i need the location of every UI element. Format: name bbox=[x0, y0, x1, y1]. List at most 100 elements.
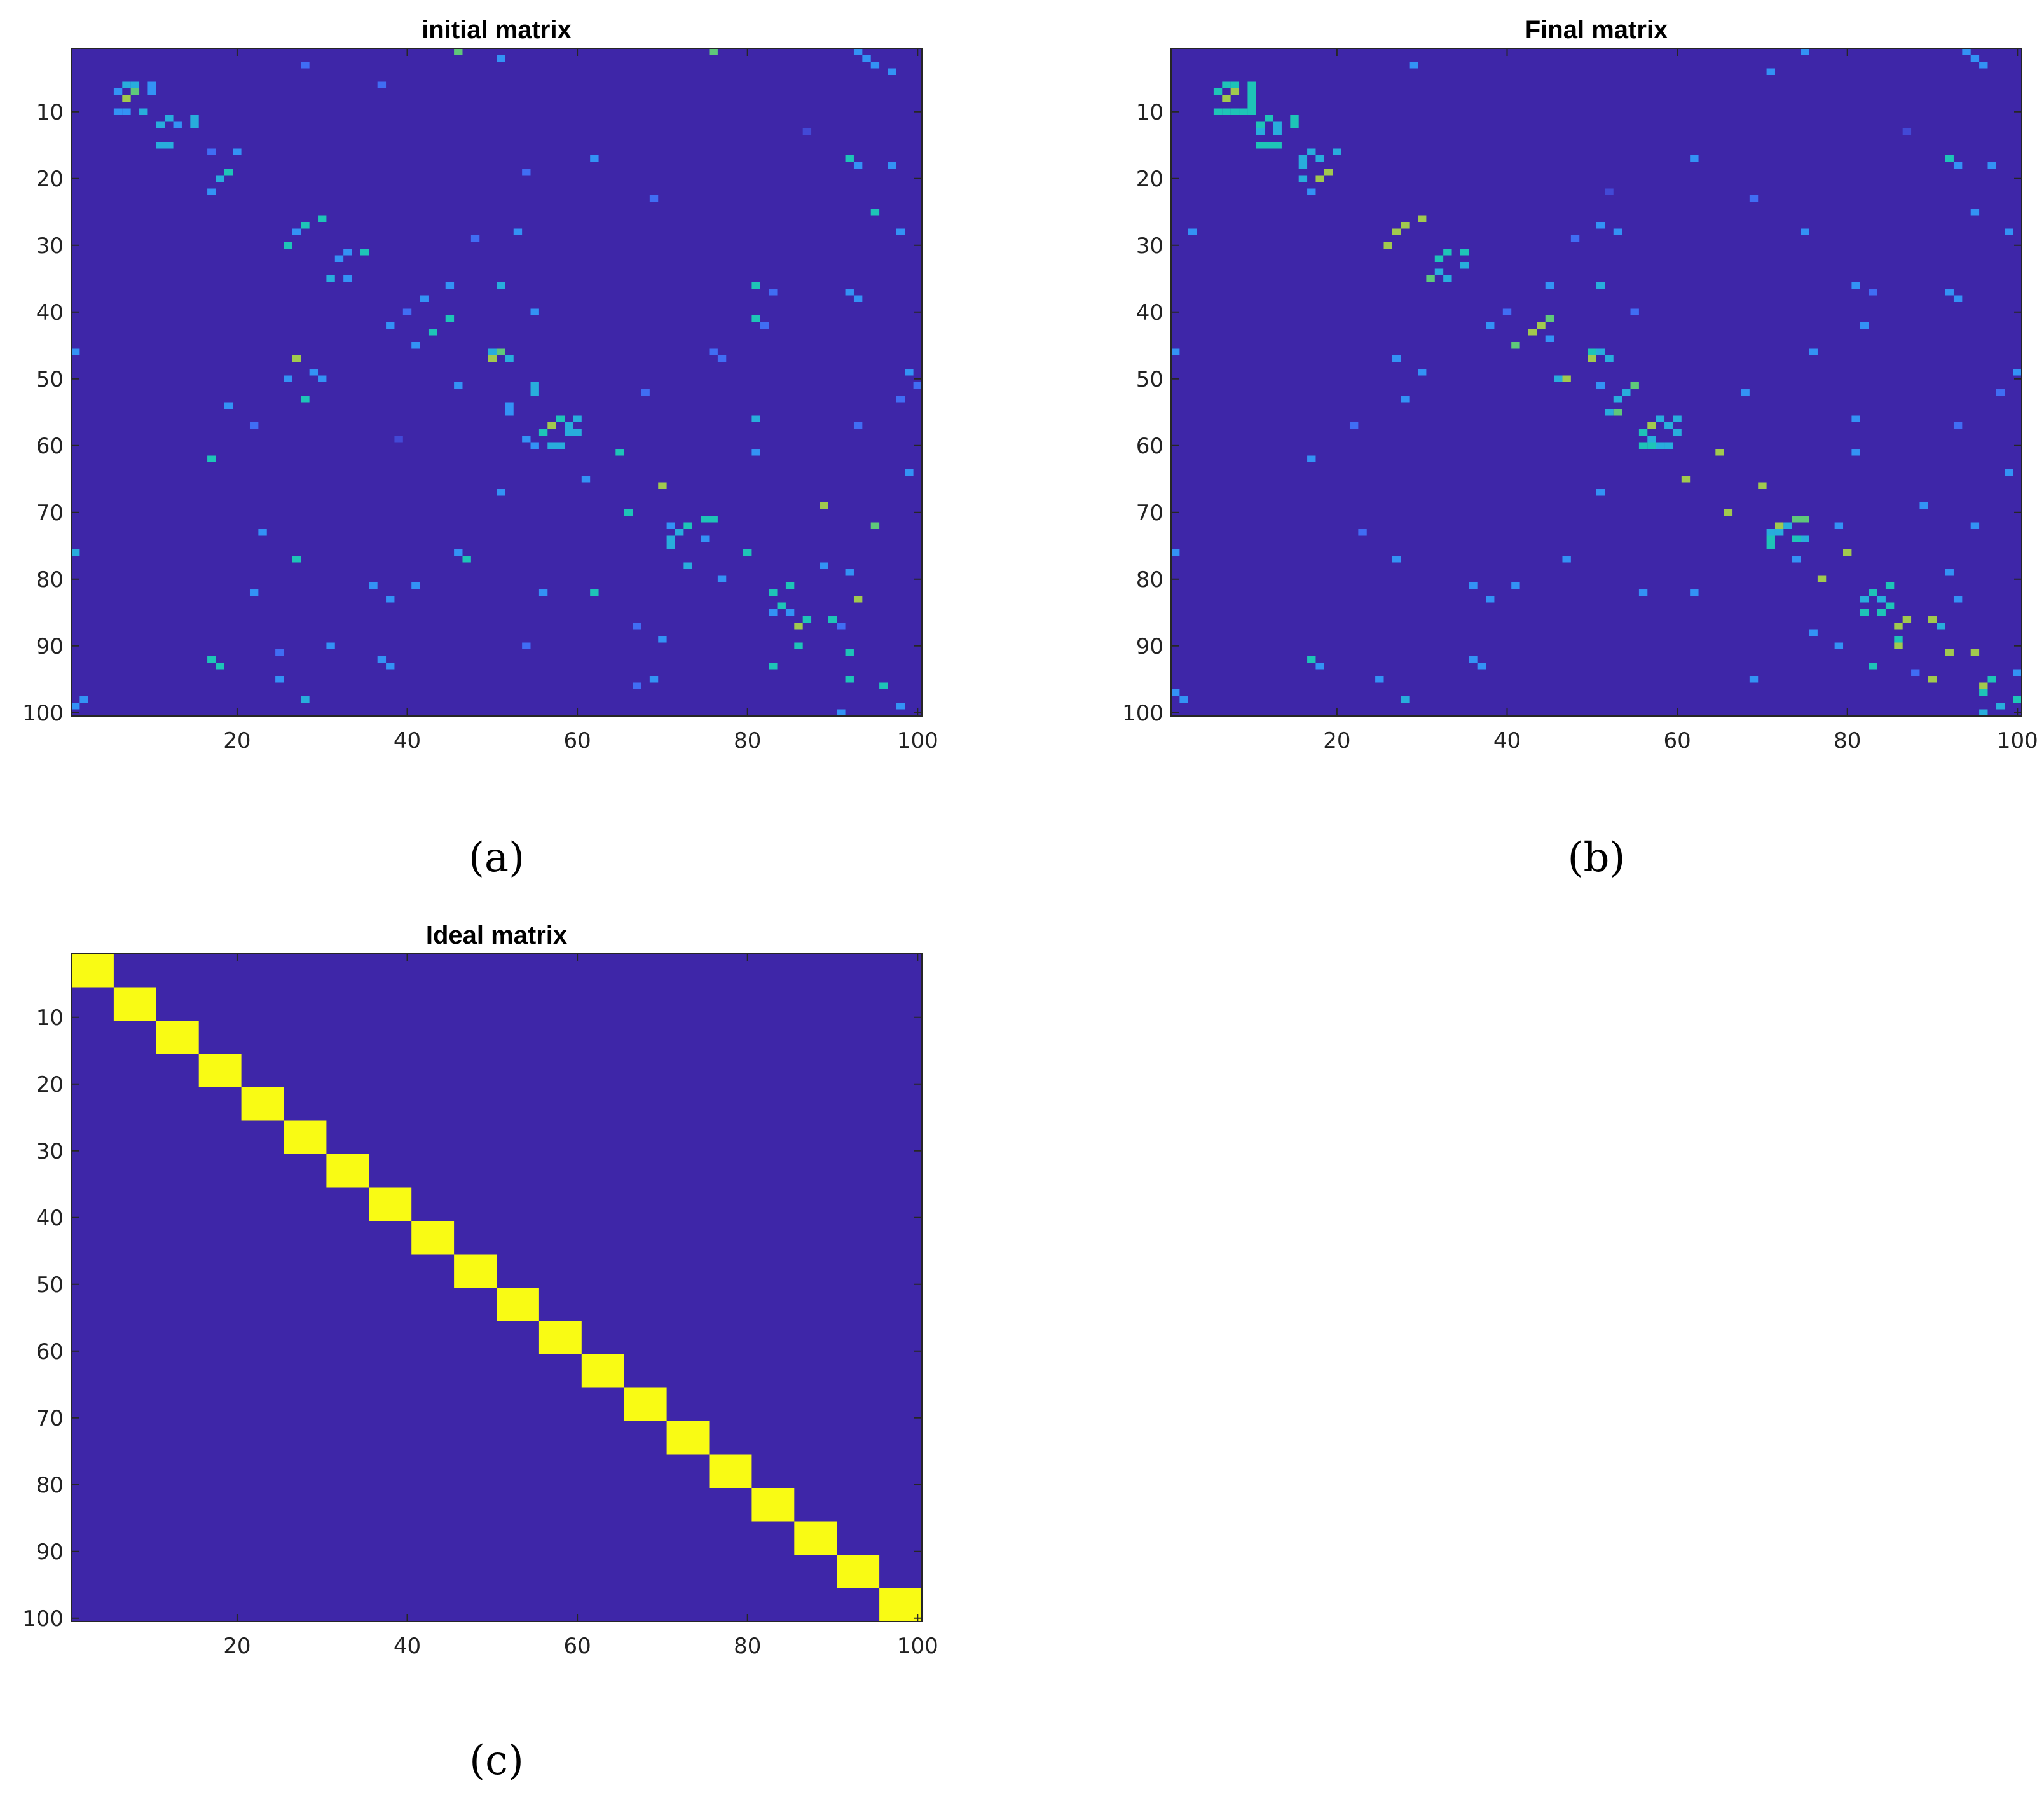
heatmap-cell bbox=[1851, 282, 1860, 289]
heatmap-cell bbox=[71, 549, 80, 556]
heatmap-cell bbox=[1247, 88, 1256, 95]
heatmap-cell bbox=[1179, 696, 1188, 703]
heatmap-cell bbox=[1230, 108, 1240, 115]
heatmap-cell bbox=[1222, 95, 1231, 102]
heatmap-cell bbox=[905, 469, 914, 476]
heatmap-cell bbox=[2013, 369, 2022, 376]
heatmap-cell bbox=[1256, 128, 1265, 135]
heatmap-cell bbox=[326, 275, 335, 282]
heatmap-cell bbox=[666, 522, 675, 529]
heatmap-block bbox=[751, 1488, 795, 1522]
heatmap-cell bbox=[301, 396, 310, 403]
heatmap-cell bbox=[1307, 656, 1316, 663]
heatmap-cell bbox=[1290, 121, 1299, 128]
heatmap-cell bbox=[1562, 375, 1571, 382]
heatmap-cell bbox=[845, 569, 854, 576]
heatmap-cell bbox=[1834, 522, 1844, 529]
heatmap-cell bbox=[513, 228, 523, 235]
heatmap-cell bbox=[2013, 696, 2022, 703]
x-tick-label: 60 bbox=[563, 728, 591, 754]
heatmap-cell bbox=[71, 703, 80, 710]
heatmap-cell bbox=[1749, 195, 1759, 202]
heatmap-cell bbox=[1401, 222, 1410, 229]
heatmap-cell bbox=[454, 549, 463, 556]
heatmap-cell bbox=[1894, 636, 1903, 643]
heatmap-cell bbox=[1766, 535, 1775, 542]
heatmap-cell bbox=[1801, 516, 1809, 523]
heatmap-cell bbox=[870, 522, 880, 529]
heatmap-cell bbox=[1486, 596, 1495, 603]
heatmap-cell bbox=[402, 308, 412, 315]
heatmap-cell bbox=[190, 115, 199, 122]
heatmap-cell bbox=[360, 249, 369, 256]
heatmap-cell bbox=[1749, 676, 1759, 683]
heatmap-cell bbox=[1239, 108, 1248, 115]
heatmap-cell bbox=[79, 696, 88, 703]
heatmap-cell bbox=[1766, 68, 1775, 75]
heatmap-cell bbox=[207, 188, 216, 195]
heatmap-cell bbox=[870, 209, 880, 216]
heatmap-cell bbox=[1647, 422, 1656, 429]
heatmap-cell bbox=[1596, 282, 1605, 289]
heatmap-cell bbox=[1273, 128, 1282, 135]
heatmap-cell bbox=[1774, 529, 1784, 536]
heatmap-cell bbox=[845, 289, 854, 296]
heatmap-block bbox=[198, 1054, 242, 1087]
y-tick-label: 10 bbox=[36, 1005, 64, 1031]
x-tick-label: 20 bbox=[223, 728, 250, 754]
heatmap-cell bbox=[1477, 663, 1486, 670]
heatmap-cell bbox=[1809, 348, 1818, 355]
heatmap-cell bbox=[394, 436, 403, 443]
heatmap-cell bbox=[853, 295, 863, 302]
heatmap-cell bbox=[666, 542, 675, 549]
heatmap-cell bbox=[1970, 522, 1980, 529]
heatmap-cell bbox=[1664, 422, 1673, 429]
plot-frame bbox=[1170, 48, 2022, 717]
heatmap-cell bbox=[1469, 582, 1478, 589]
heatmap-cell bbox=[1596, 489, 1605, 496]
heatmap-cell bbox=[1758, 482, 1767, 489]
heatmap-cell bbox=[505, 402, 514, 409]
heatmap-cell bbox=[879, 682, 888, 689]
heatmap-cell bbox=[488, 348, 497, 355]
heatmap-cell bbox=[624, 509, 633, 516]
x-tick-label: 40 bbox=[394, 728, 421, 754]
heatmap-cell bbox=[547, 422, 556, 429]
heatmap-cell bbox=[1970, 649, 1980, 656]
chart-panel-2: Final matrix 20 40 60 80 100 10 20 30 40 50 60 70 80 9… bbox=[1122, 16, 2038, 881]
heatmap-cell bbox=[1273, 121, 1282, 128]
heatmap-cell bbox=[1638, 589, 1648, 596]
heatmap-cell bbox=[1869, 663, 1877, 670]
heatmap-cell bbox=[147, 88, 156, 95]
heatmap-cell bbox=[1834, 642, 1844, 649]
heatmap-cell bbox=[1460, 262, 1469, 269]
heatmap-cell bbox=[1511, 342, 1520, 349]
heatmap-cell bbox=[1409, 62, 1418, 69]
y-tick-label: 30 bbox=[1136, 233, 1163, 259]
heatmap-cell bbox=[1656, 415, 1665, 422]
heatmap-cell bbox=[497, 348, 505, 355]
heatmap-cell bbox=[1383, 242, 1392, 249]
panel-caption: (b) bbox=[1568, 834, 1626, 881]
heatmap-cell bbox=[462, 556, 471, 563]
heatmap-cell bbox=[1188, 228, 1197, 235]
heatmap-cell bbox=[1171, 549, 1180, 556]
heatmap-cell bbox=[1307, 188, 1316, 195]
heatmap-cell bbox=[386, 322, 395, 329]
heatmap-cell bbox=[1605, 188, 1614, 195]
heatmap-cell bbox=[1545, 315, 1554, 322]
heatmap-cell bbox=[334, 255, 344, 262]
heatmap-block bbox=[497, 1288, 539, 1321]
heatmap-cell bbox=[1333, 148, 1341, 155]
heatmap-cell bbox=[1298, 162, 1308, 169]
heatmap-cell bbox=[1630, 308, 1639, 315]
heatmap-cell bbox=[573, 429, 582, 436]
heatmap-cell bbox=[837, 709, 846, 716]
heatmap-cell bbox=[1869, 589, 1877, 596]
heatmap-cell bbox=[233, 148, 242, 155]
y-tick-label: 80 bbox=[1136, 567, 1163, 593]
heatmap-cell bbox=[658, 482, 667, 489]
heatmap-cell bbox=[828, 616, 837, 623]
heatmap-cell bbox=[2005, 228, 2013, 235]
